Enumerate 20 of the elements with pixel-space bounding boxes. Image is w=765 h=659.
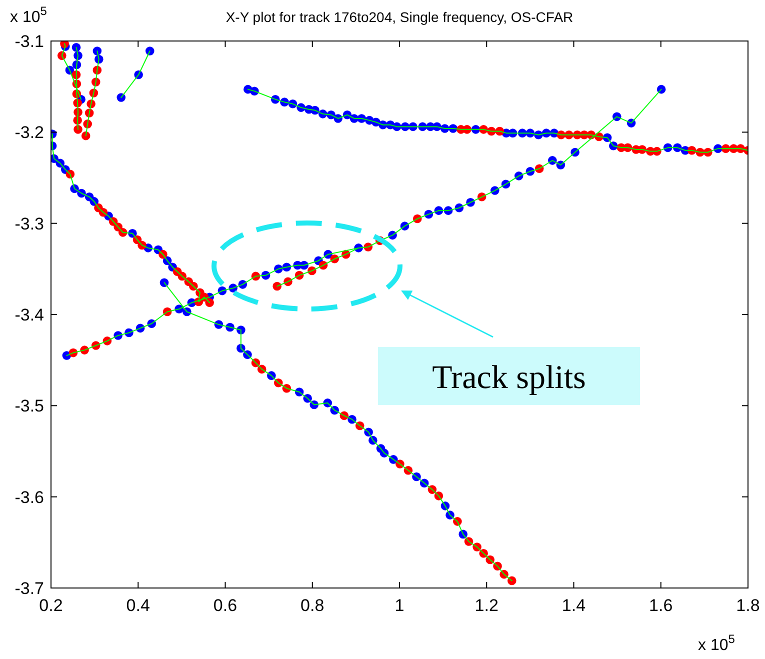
x-tick-label: 1.2: [474, 596, 498, 615]
text: x 10$^{5}$: [10, 4, 48, 26]
text: x 10$^{5}$: [698, 632, 736, 654]
x-tick-label: 1.8: [736, 596, 760, 615]
y-tick-label: -3.1: [14, 32, 44, 51]
y-tick-label: -3.3: [14, 214, 44, 234]
y-tick-label: -3.4: [14, 306, 44, 324]
y-tick-label: -3.2: [14, 123, 44, 142]
x-tick-label: 0.8: [300, 596, 324, 615]
x-tick-label: 0.4: [126, 596, 150, 615]
x-tick-label: 1.6: [649, 596, 673, 615]
x-tick-label: 0.6: [213, 596, 238, 615]
x-tick-label: 0.2: [39, 596, 63, 615]
y-tick-label: -3.7: [14, 579, 44, 598]
x-tick-label: 1.4: [562, 596, 586, 615]
y-tick-label: -3.5: [14, 396, 44, 416]
y-tick-label: -3.6: [14, 488, 44, 507]
annotation: Track splits: [432, 360, 586, 396]
chart-title: X-Y plot for track 176to204, Single frequency, OS-CFAR: [226, 9, 574, 25]
x-tick-label: 1: [394, 596, 404, 615]
